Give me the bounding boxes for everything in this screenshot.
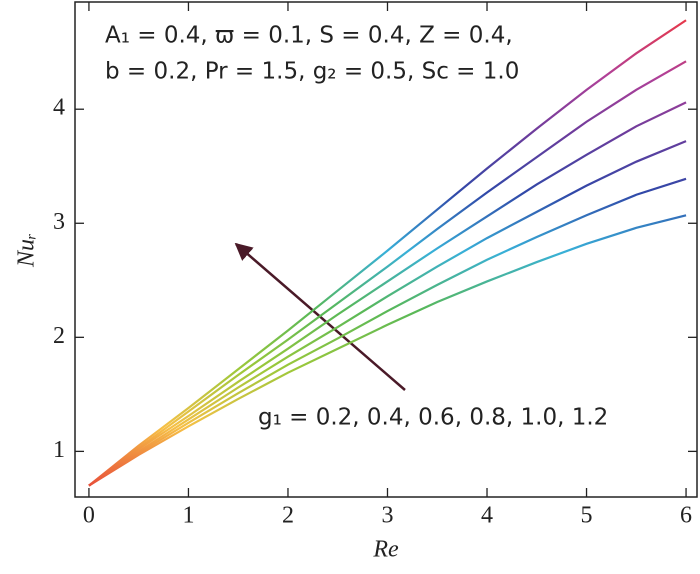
y-tick-label: 2: [53, 323, 65, 349]
data-line: [88, 140, 687, 487]
x-tick-label: 5: [581, 503, 593, 529]
data-line: [88, 60, 687, 487]
x-tick-label: 0: [83, 503, 95, 529]
x-tick-label: 2: [282, 503, 294, 529]
y-tick-label: 3: [53, 209, 65, 235]
x-tick-label: 3: [381, 503, 393, 529]
parameter-annotation: A₁ = 0.4, ϖ = 0.1, S = 0.4, Z = 0.4,: [105, 23, 513, 49]
data-line: [88, 101, 687, 487]
parameter-annotation: b = 0.2, Pr = 1.5, g₂ = 0.5, Sc = 1.0: [105, 59, 519, 85]
y-axis-label: Nuᵣ: [14, 233, 40, 268]
y-tick-label: 1: [53, 437, 65, 463]
plot-frame: [74, 1, 698, 498]
trend-annotation: g₁ = 0.2, 0.4, 0.6, 0.8, 1.0, 1.2: [258, 405, 608, 431]
data-line: [88, 214, 687, 487]
data-line: [88, 19, 687, 487]
x-tick-label: 1: [182, 503, 194, 529]
x-axis-label: Re: [372, 537, 399, 563]
x-tick-label: 4: [481, 503, 493, 529]
data-line: [88, 177, 687, 487]
y-tick-label: 4: [53, 95, 65, 121]
x-tick-label: 6: [680, 503, 692, 529]
